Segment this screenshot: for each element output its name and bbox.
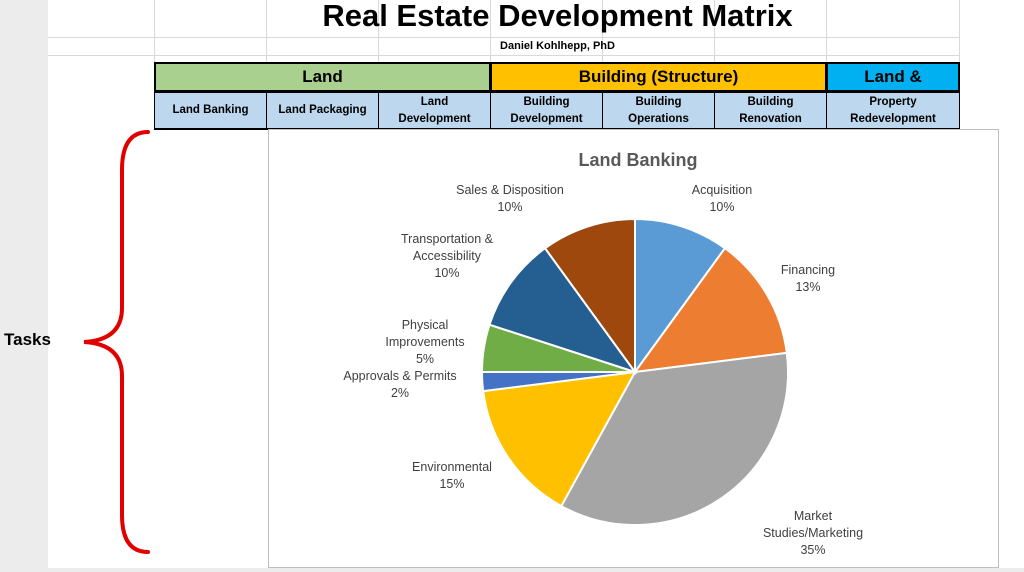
slice-label: Transportation & Accessibility 10% xyxy=(401,232,494,280)
slice-label: Sales & Disposition 10% xyxy=(456,183,564,214)
slice-label: Approvals & Permits 2% xyxy=(343,369,456,400)
slice-label: Market Studies/Marketing 35% xyxy=(763,509,863,557)
grid-line xyxy=(154,0,155,62)
group-header-building: Building (Structure) xyxy=(490,62,827,92)
chart-title: Land Banking xyxy=(578,150,697,170)
grid-line xyxy=(714,0,715,62)
subheader-land-banking: Land Banking xyxy=(154,92,267,130)
subheader-land-development: Land Development xyxy=(378,92,491,130)
subheader-property-redevelopment: Property Redevelopment xyxy=(826,92,960,130)
grid-line xyxy=(48,37,960,38)
pie-chart: Land Banking Acquisition 10% Financing 13% M… xyxy=(343,150,863,557)
tasks-label: Tasks xyxy=(4,330,51,349)
group-header-land: Land xyxy=(154,62,491,92)
grid-line xyxy=(959,0,960,62)
curly-brace-icon xyxy=(83,130,150,554)
pie-slice-transportation-accessibility xyxy=(488,246,638,374)
page-title: Real Estate Development Matrix xyxy=(322,0,793,33)
subheader-building-development: Building Development xyxy=(490,92,603,130)
subheader-building-operations: Building Operations xyxy=(602,92,715,130)
pie-slice-environmental xyxy=(482,370,637,508)
grid-line xyxy=(266,0,267,62)
grid-line xyxy=(602,0,603,62)
group-header-land-building: Land & Building xyxy=(826,62,960,112)
grid-line xyxy=(378,0,379,62)
author-line: Daniel Kohlhepp, PhD xyxy=(500,40,615,52)
pie-chart-panel: Land Banking Acquisition 10% Financing 13% M… xyxy=(268,129,999,568)
pie-slice-market-studies-marketing xyxy=(559,351,789,526)
pie-slice-acquisition xyxy=(634,217,727,376)
slice-label: Financing 13% xyxy=(781,263,835,294)
grid-line xyxy=(48,55,960,56)
slice-label: Environmental 15% xyxy=(412,460,492,491)
slice-label: Acquisition 10% xyxy=(692,183,752,214)
subheader-building-renovation: Building Renovation xyxy=(714,92,827,130)
grid-line xyxy=(490,0,491,62)
pie-slice-sales-disposition xyxy=(543,217,636,376)
pie-slice-financing xyxy=(632,246,788,374)
grid-line xyxy=(826,0,827,62)
subheader-land-packaging: Land Packaging xyxy=(266,92,379,130)
slice-label: Physical Improvements 5% xyxy=(385,318,464,366)
